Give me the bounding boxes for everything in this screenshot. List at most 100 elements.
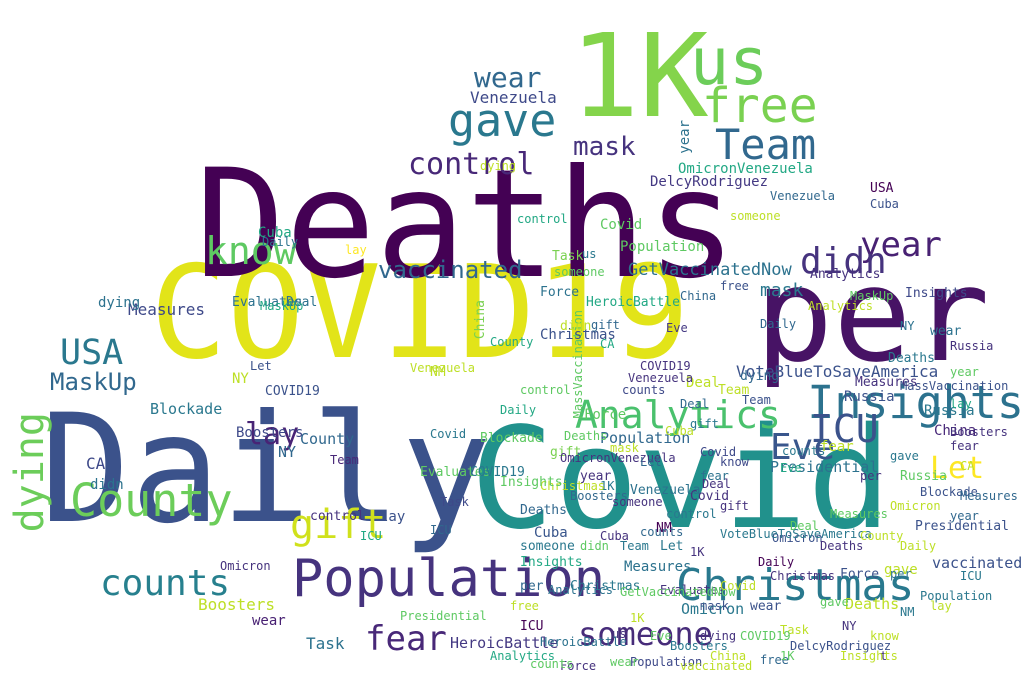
- word-year: year: [950, 365, 979, 379]
- word-dying: dying: [7, 412, 53, 533]
- word-china: China: [710, 649, 747, 663]
- word-christmas: Christmas: [570, 579, 641, 594]
- word-someone: someone: [730, 209, 781, 223]
- word-cuba: Cuba: [870, 197, 899, 211]
- word-china: China: [934, 423, 977, 439]
- word-fear: fear: [950, 439, 979, 453]
- word-counts: counts: [622, 383, 666, 397]
- word-covid: Covid: [600, 217, 643, 233]
- word-vaccinated: vaccinated: [378, 256, 523, 284]
- word-maskup: MaskUp: [50, 368, 137, 396]
- word-gift: gift: [550, 445, 582, 460]
- word-measures: Measures: [624, 559, 692, 575]
- word-someone: someone: [520, 539, 575, 554]
- word-analytics: Analytics: [810, 267, 881, 282]
- word-counts: counts: [640, 525, 684, 539]
- word-analytics: Analytics: [808, 299, 874, 313]
- word-someone: someone: [612, 495, 663, 509]
- word-us: us: [690, 25, 769, 100]
- word-population: Population: [630, 655, 703, 669]
- word-christmas: Christmas: [540, 479, 606, 493]
- word-per: per: [860, 469, 882, 483]
- word-ca: CA: [960, 459, 975, 473]
- word-lay: lay: [930, 599, 952, 613]
- word-population: Population: [600, 429, 691, 447]
- word-measures: Measures: [855, 375, 918, 390]
- word-let: Let: [640, 455, 662, 469]
- word-covid19: COVID19: [640, 359, 691, 373]
- word-lay: lay: [345, 243, 367, 257]
- word-free: free: [760, 653, 789, 667]
- word-counts: counts: [782, 444, 826, 458]
- word-votebluetosaveamerica: VoteBlueToSaveAmerica: [720, 527, 872, 541]
- word-task: Task: [780, 623, 809, 637]
- word-deal: Deal: [286, 295, 318, 310]
- word-covid: Covid: [430, 427, 467, 441]
- word-1k: 1K: [780, 649, 795, 663]
- word-omicronvenezuela: OmicronVenezuela: [560, 451, 676, 465]
- word-daily: Daily: [500, 403, 537, 417]
- word-omicron: Omicron: [772, 531, 823, 545]
- word-force: Force: [584, 407, 627, 423]
- word-cuba: Cuba: [258, 225, 292, 241]
- word-covid19: COVID19: [265, 384, 320, 399]
- word-measures: Measures: [960, 489, 1018, 503]
- word-presidential: Presidential: [400, 609, 487, 623]
- word-china: China: [680, 289, 717, 303]
- word-fear: fear: [820, 439, 854, 455]
- word-year: year: [677, 120, 693, 154]
- word-deaths: Deaths: [195, 138, 737, 312]
- word-heroicbattle: HeroicBattle: [450, 634, 559, 652]
- word-presidential: Presidential: [915, 519, 1009, 534]
- word-christmas: Christmas: [770, 569, 836, 583]
- word-eve: Eve: [770, 427, 836, 468]
- word-insights: Insights: [840, 649, 898, 663]
- word-analytics: Analytics: [575, 393, 781, 437]
- word-nm: NM: [656, 521, 672, 536]
- word-mask: mask: [700, 599, 729, 613]
- word-deal: Deal: [686, 375, 720, 391]
- word-russia: Russia: [924, 403, 975, 419]
- word-wear: wear: [252, 613, 286, 629]
- word-team: Team: [718, 383, 750, 398]
- word-force: Force: [840, 567, 880, 582]
- word-daily: Daily: [40, 383, 492, 557]
- word-icu: ICU: [960, 569, 982, 583]
- word-boosters: Boosters: [670, 639, 728, 653]
- word-icu: ICU: [520, 619, 544, 634]
- word-venezuela: Venezuela: [470, 88, 557, 107]
- word-covid: Covid: [470, 398, 892, 561]
- word-christmas: Christmas: [676, 560, 915, 611]
- word-gift: gift: [290, 502, 387, 548]
- word-presidential: Presidential: [770, 458, 879, 476]
- word-deal: Deal: [790, 519, 819, 533]
- word-vaccinated: vaccinated: [680, 659, 753, 673]
- word-ny: NY: [232, 371, 249, 387]
- word-county: County: [70, 474, 233, 527]
- word-population: Population: [920, 589, 993, 603]
- word-getvaccinatednow: GetVaccinatedNow: [628, 260, 792, 280]
- word-mask: mask: [610, 441, 639, 455]
- word-icu: ICU: [360, 529, 382, 543]
- word-heroicbattle: HeroicBattle: [540, 635, 627, 649]
- word-omicron: Omicron: [220, 559, 271, 573]
- word-gift: gift: [690, 417, 719, 431]
- word-someone: someone: [578, 615, 713, 653]
- word-lay: lay: [950, 397, 972, 411]
- word-fear: fear: [700, 469, 729, 483]
- word-covid19: COVID19: [470, 465, 525, 480]
- word-control: control: [666, 507, 717, 521]
- word-counts: counts: [530, 657, 574, 671]
- word-nm: NM: [900, 605, 915, 619]
- word-year: year: [580, 469, 612, 484]
- word-icu: ICU: [430, 523, 452, 537]
- word-measures: Measures: [128, 300, 206, 319]
- word-eve: Eve: [666, 321, 688, 335]
- word-evaluates: Evaluates: [660, 583, 726, 597]
- word-dying: dying: [480, 159, 517, 173]
- word-getvaccinatednow: GetVaccinatedNow: [620, 585, 736, 599]
- word-1k: 1K: [600, 479, 615, 493]
- word-omicron: Omicron: [681, 600, 745, 618]
- word-eve: Eve: [650, 629, 672, 643]
- word-know: know: [205, 229, 297, 273]
